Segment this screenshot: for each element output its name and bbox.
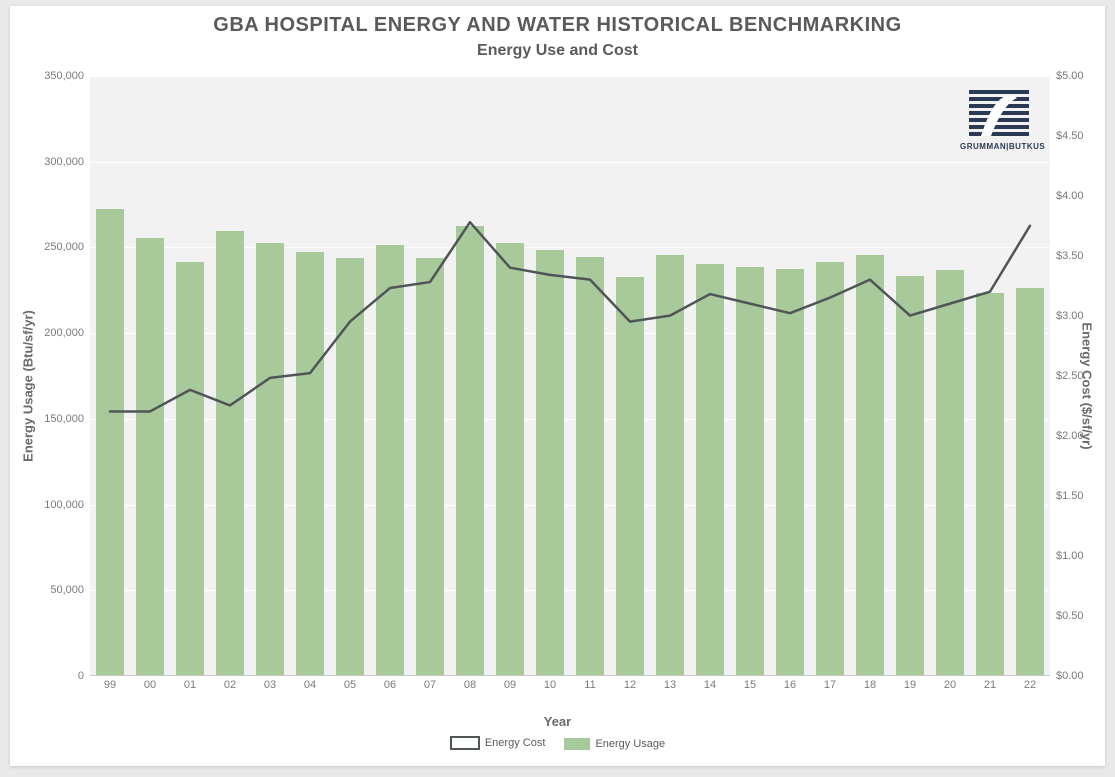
x-tick-label: 02: [224, 675, 236, 691]
plot-area: GRUMMAN|BUTKUS 050,000100,000150,000200,…: [90, 76, 1050, 696]
y-right-tick-label: $1.50: [1050, 490, 1084, 502]
y-left-tick-label: 150,000: [44, 413, 90, 425]
x-tick-label: 16: [784, 675, 796, 691]
chart-wrapper: GBA HOSPITAL ENERGY AND WATER HISTORICAL…: [0, 0, 1115, 777]
y-right-tick-label: $0.00: [1050, 670, 1084, 682]
x-tick-label: 10: [544, 675, 556, 691]
y-right-tick-label: $0.50: [1050, 610, 1084, 622]
line-series: [90, 76, 1050, 675]
y-left-tick-label: 50,000: [50, 584, 90, 596]
x-tick-label: 11: [584, 675, 595, 691]
y-right-tick-label: $2.50: [1050, 370, 1084, 382]
x-tick-label: 21: [984, 675, 996, 691]
y-right-tick-label: $3.00: [1050, 310, 1084, 322]
legend-swatch-bar: [564, 738, 590, 750]
legend-item-bar: Energy Usage: [564, 738, 665, 750]
x-tick-label: 04: [304, 675, 316, 691]
y-axis-left-title: Energy Usage (Btu/sf/yr): [21, 310, 36, 462]
y-right-tick-label: $4.50: [1050, 130, 1084, 142]
y-left-tick-label: 100,000: [44, 499, 90, 511]
x-tick-label: 17: [824, 675, 836, 691]
x-tick-label: 20: [944, 675, 956, 691]
legend-label-bar: Energy Usage: [595, 738, 665, 750]
chart-title: GBA HOSPITAL ENERGY AND WATER HISTORICAL…: [10, 14, 1105, 37]
x-tick-label: 08: [464, 675, 476, 691]
y-left-tick-label: 0: [78, 670, 90, 682]
x-tick-label: 03: [264, 675, 276, 691]
x-tick-label: 01: [184, 675, 196, 691]
y-right-tick-label: $1.00: [1050, 550, 1084, 562]
x-tick-label: 19: [904, 675, 916, 691]
x-tick-label: 15: [744, 675, 756, 691]
x-tick-label: 07: [424, 675, 436, 691]
legend-swatch-line: [450, 736, 480, 750]
legend-label-line: Energy Cost: [485, 737, 546, 749]
x-tick-label: 14: [704, 675, 716, 691]
y-right-tick-label: $2.00: [1050, 430, 1084, 442]
y-left-tick-label: 350,000: [44, 70, 90, 82]
x-tick-label: 05: [344, 675, 356, 691]
chart-subtitle: Energy Use and Cost: [10, 42, 1105, 60]
x-tick-label: 18: [864, 675, 876, 691]
x-axis-title: Year: [10, 714, 1105, 729]
y-left-tick-label: 300,000: [44, 156, 90, 168]
y-right-tick-label: $5.00: [1050, 70, 1084, 82]
y-right-tick-label: $4.00: [1050, 190, 1084, 202]
legend: Energy Cost Energy Usage: [10, 736, 1105, 753]
x-tick-label: 00: [144, 675, 156, 691]
legend-item-line: Energy Cost: [450, 736, 546, 750]
y-left-tick-label: 200,000: [44, 327, 90, 339]
y-right-tick-label: $3.50: [1050, 250, 1084, 262]
x-tick-label: 12: [624, 675, 636, 691]
x-tick-label: 99: [104, 675, 116, 691]
plot-inner: GRUMMAN|BUTKUS 050,000100,000150,000200,…: [90, 76, 1050, 676]
x-tick-label: 09: [504, 675, 516, 691]
x-tick-label: 06: [384, 675, 396, 691]
chart-card: GBA HOSPITAL ENERGY AND WATER HISTORICAL…: [10, 6, 1105, 766]
x-tick-label: 13: [664, 675, 676, 691]
x-tick-label: 22: [1024, 675, 1036, 691]
y-left-tick-label: 250,000: [44, 241, 90, 253]
